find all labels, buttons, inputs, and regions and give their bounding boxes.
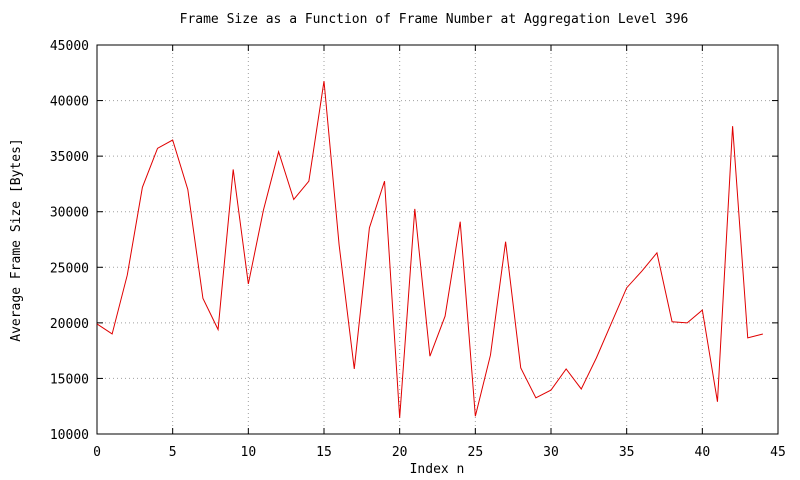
chart-title: Frame Size as a Function of Frame Number… — [180, 12, 689, 27]
plot-frame — [96, 44, 779, 435]
y-tick-label: 30000 — [50, 206, 89, 221]
x-tick-label: 15 — [316, 445, 332, 460]
y-tick-label: 10000 — [50, 428, 89, 443]
x-tick-label: 25 — [468, 445, 484, 460]
x-tick-label: 0 — [93, 445, 101, 460]
x-tick-label: 5 — [169, 445, 177, 460]
y-tick-label: 15000 — [50, 372, 89, 387]
y-tick-label: 35000 — [50, 150, 89, 165]
x-tick-label: 20 — [392, 445, 408, 460]
x-tick-label: 10 — [241, 445, 257, 460]
x-axis-label: Index n — [410, 462, 465, 477]
x-tick-label: 30 — [543, 445, 559, 460]
y-tick-label: 20000 — [50, 317, 89, 332]
x-tick-label: 35 — [619, 445, 635, 460]
y-tick-label: 25000 — [50, 261, 89, 276]
y-axis-label: Average Frame Size [Bytes] — [9, 138, 24, 342]
y-tick-label: 45000 — [50, 39, 89, 54]
x-tick-label: 45 — [770, 445, 786, 460]
y-tick-label: 40000 — [50, 95, 89, 110]
x-tick-label: 40 — [695, 445, 711, 460]
data-line — [96, 81, 763, 418]
